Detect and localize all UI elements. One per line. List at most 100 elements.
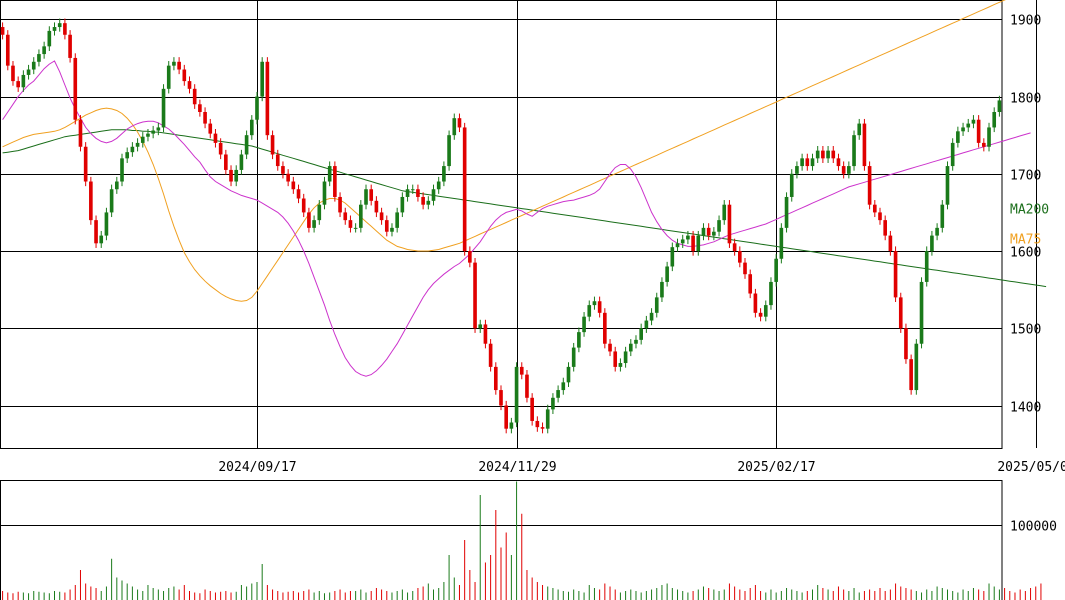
candle-body — [114, 181, 119, 190]
candle-body — [182, 69, 187, 82]
candle-body — [665, 266, 669, 282]
candle-body — [359, 204, 363, 228]
candle-body — [488, 343, 493, 367]
candle-body — [473, 262, 477, 329]
candle-body — [161, 88, 166, 128]
candle-body — [478, 324, 483, 329]
candle-body — [732, 243, 737, 252]
candle-body — [514, 366, 519, 423]
candle-body — [390, 227, 394, 232]
price-tick-label: 1500 — [1010, 323, 1041, 338]
candle-body — [525, 374, 529, 398]
candle-body — [670, 247, 675, 267]
candle-body — [333, 166, 337, 197]
candle-body — [519, 366, 524, 375]
candle-body — [353, 227, 358, 229]
candle-body — [275, 154, 280, 167]
candle-body — [789, 173, 794, 197]
candle-body — [249, 119, 254, 136]
candle-body — [649, 312, 654, 321]
candle-body — [774, 258, 778, 282]
candle-body — [556, 390, 560, 398]
candle-body — [140, 136, 145, 143]
candle-body — [784, 196, 789, 228]
candle-body — [120, 158, 124, 182]
candle-body — [307, 212, 311, 228]
candle-body — [852, 135, 856, 167]
candle-body — [743, 262, 747, 275]
candle-body — [83, 146, 88, 182]
candle-body — [571, 347, 576, 367]
candle-body — [410, 189, 415, 191]
price-panel-border — [0, 0, 1003, 449]
candle-body — [208, 123, 213, 134]
candle-body — [462, 127, 467, 252]
candle-body — [551, 397, 555, 410]
candle-body — [239, 154, 244, 170]
candle-body — [639, 328, 643, 340]
candle-body — [78, 119, 83, 147]
candle-body — [867, 166, 872, 205]
legend-ma75: MA75 — [1010, 233, 1041, 248]
candle-body — [151, 130, 155, 134]
candle-body — [675, 243, 680, 248]
candle-body — [296, 189, 301, 199]
candle-body — [727, 204, 732, 244]
candle-body — [701, 227, 706, 236]
candle-body — [763, 305, 768, 317]
candle-body — [364, 189, 368, 205]
candle-body — [198, 104, 202, 112]
candle-body — [395, 212, 399, 228]
candle-body — [950, 142, 955, 167]
candle-body — [795, 166, 799, 174]
date-tick-label: 2025/05/01 — [997, 460, 1065, 475]
candle-body — [540, 427, 545, 429]
date-tick-label: 2025/02/17 — [737, 460, 815, 475]
candle-body — [603, 312, 607, 344]
candle-body — [613, 351, 618, 367]
candle-body — [738, 251, 742, 263]
candle-body — [997, 100, 1002, 112]
candle-body — [224, 154, 228, 170]
candle-body — [769, 281, 773, 306]
candle-body — [982, 142, 986, 147]
candle-body — [872, 204, 877, 213]
candle-body — [509, 422, 514, 429]
candle-body — [203, 112, 207, 124]
candle-body — [99, 235, 104, 244]
candle-body — [904, 328, 908, 360]
candle-body — [37, 54, 41, 62]
candle-body — [312, 220, 316, 228]
candle-body — [530, 397, 534, 421]
candle-body — [592, 301, 597, 306]
price-tick-label: 1700 — [1010, 169, 1041, 184]
candle-body — [976, 119, 981, 143]
candle-body — [956, 131, 960, 143]
candle-body — [146, 133, 150, 137]
candle-body — [800, 158, 804, 167]
candle-body — [436, 181, 441, 190]
candle-body — [109, 189, 114, 213]
candle-body — [587, 305, 592, 317]
candle-body — [405, 189, 410, 197]
chart-axes: 1400 1500 1600 1700 1800 1900 2024/09/17 2024/1… — [218, 14, 1065, 535]
candlestick-series — [0, 18, 1002, 434]
volume-panel-border — [0, 480, 1003, 600]
candle-body — [577, 332, 581, 348]
candle-body — [696, 235, 701, 252]
candle-body — [924, 251, 929, 282]
candle-body — [270, 135, 275, 155]
candle-body — [815, 150, 820, 159]
candle-body — [156, 127, 161, 131]
candle-body — [826, 150, 830, 159]
candle-body — [628, 343, 633, 352]
candle-body — [265, 61, 270, 136]
candle-body — [63, 23, 67, 35]
price-tick-label: 1600 — [1010, 246, 1041, 261]
candle-body — [431, 189, 436, 201]
candle-body — [68, 34, 72, 58]
candle-body — [706, 227, 711, 236]
candle-body — [940, 204, 945, 228]
candle-body — [712, 231, 716, 236]
